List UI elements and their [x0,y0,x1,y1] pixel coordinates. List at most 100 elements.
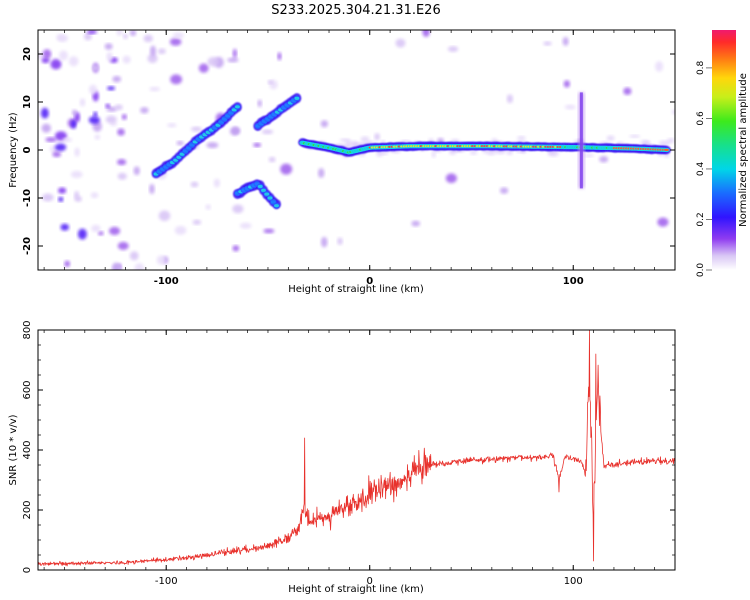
spectrogram-noise-blob [190,181,199,188]
feature-core [294,96,300,100]
spectrogram-noise-blob [123,33,128,40]
spectrogram-noise-blob [70,170,83,179]
spectrogram-noise-blob [671,109,675,115]
spectrogram-noise-blob [318,168,325,178]
snr-x-tick-label: -100 [155,576,178,587]
spectrogram-noise-blob [655,61,664,72]
feature-core [270,200,276,204]
colorbar-tick-label: 0.4 [696,162,706,177]
spectrogram-halo-blob [606,135,615,141]
spectrogram-noise-blob [506,94,513,104]
spectrogram-y-axis-label: Frequency (Hz) [8,112,19,188]
spectrogram-noise-blob [117,172,127,180]
spectrogram-noise-blob [422,30,430,37]
snr-y-tick-label: 0 [22,567,33,573]
spectrogram-noise-blob [84,32,92,41]
spectrogram-noise-blob [169,38,182,46]
feature-lower-branch [232,179,282,210]
spectrogram-halo-blob [506,149,513,156]
spectrogram-noise-blob [207,56,220,67]
spectrogram-noise-blob [261,129,274,135]
spectrogram-noise-blob [267,80,274,85]
snr-y-tick-label: 800 [22,320,33,339]
spectrogram-noise-blob [40,107,49,119]
spectrogram-noise-blob [74,147,80,157]
spectrogram-noise-blob [91,224,101,233]
snr-panel: -100 0 100 0 200 400 600 800 Height of straight… [8,320,676,595]
spectrogram-noise-blob [232,48,237,59]
spectrogram-halo-blob [360,136,370,143]
snr-x-tick-label: 0 [367,576,373,587]
spectrogram-noise-blob [91,64,100,72]
spectrogram-noise-blob [134,263,145,270]
spectrogram-noise-blob [79,98,86,107]
spectrogram-noise-blob [411,220,421,227]
spectrogram-noise-blob [62,137,73,143]
feature-core [274,204,279,208]
spectrogram-noise-blob [564,104,576,110]
spectrogram-noise-blob [268,156,276,163]
spectrogram-halo-blob [517,136,526,141]
spectrogram-noise-blob [599,156,609,163]
snr-line [38,330,675,567]
spectrogram-noise-blob [88,116,100,124]
spectrogram-halo-blob [643,141,651,146]
spectrogram-noise-blob [109,226,121,236]
spectrogram-noise-blob [277,52,282,61]
feature-core [235,105,240,109]
figure-title: S233.2025.304.21.31.E26 [271,3,440,18]
feature-rising-branch [151,102,242,179]
spectrogram-noise-blob [213,178,221,188]
spectrogram-noise-blob [58,187,67,194]
spectrogram-noise-blob [77,228,87,240]
spectrogram-x-tick-label: 0 [366,276,373,287]
spectrogram-noise-blob [133,166,140,176]
spectrogram-noise-blob [106,51,113,62]
spectrogram-noise-blob [89,84,98,95]
colorbar-tick-label: 0.6 [696,111,706,126]
spectrogram-noise-blob [147,53,158,64]
spectrogram-noise-blob [52,151,62,158]
spectrogram-noise-blob [42,49,52,59]
spectrogram-noise-blob [106,86,116,91]
spectrogram-noise-blob [129,251,139,261]
spectrogram-noise-blob [122,55,131,64]
spectrogram-noise-blob [112,262,120,270]
spectrogram-noise-blob [105,103,111,109]
feature-core [264,192,270,196]
feature-core [257,184,263,189]
spectrogram-noise-blob [174,225,187,235]
spectrogram-halo-blob [470,150,478,155]
spectrogram-noise-blob [447,46,459,52]
feature-core [664,148,669,151]
feature-core [267,196,273,200]
spectrogram-halo-blob [658,140,671,146]
feature-core [261,188,266,192]
spectrogram-noise-blob [106,106,118,112]
spectrogram-noise-blob [190,126,202,132]
spectrogram-noise-blob [104,43,113,50]
spectrogram-halo-blob [487,150,496,156]
spectrogram-noise-blob [71,109,77,116]
spectrogram-noise-blob [68,56,79,67]
spectrogram-noise-blob [229,127,240,136]
spectrogram-noise-blob [41,57,50,64]
colorbar-label: Normalized spectral amplitude [738,73,749,227]
spectrogram-noise-blob [90,192,99,199]
spectrogram-halo-blob [629,134,641,138]
spectrogram-noise-blob [205,204,211,210]
spectrogram-noise-blob [56,34,65,42]
spectrogram-noise-blob [257,99,262,108]
spectrogram-features [151,92,671,210]
spectrogram-noise-blob [114,104,123,111]
spectrogram-noise-blob [239,222,252,229]
spectrogram-noise-blob [562,36,569,46]
spectrogram-noise-blob [149,183,155,195]
spectrogram-y-tick-label: -10 [22,189,33,207]
spectrogram-noise-blob [143,34,153,43]
spectrogram-noise-blob [117,241,129,250]
colorbar-gradient [712,30,736,270]
spectrogram-noise-blob [227,57,239,63]
